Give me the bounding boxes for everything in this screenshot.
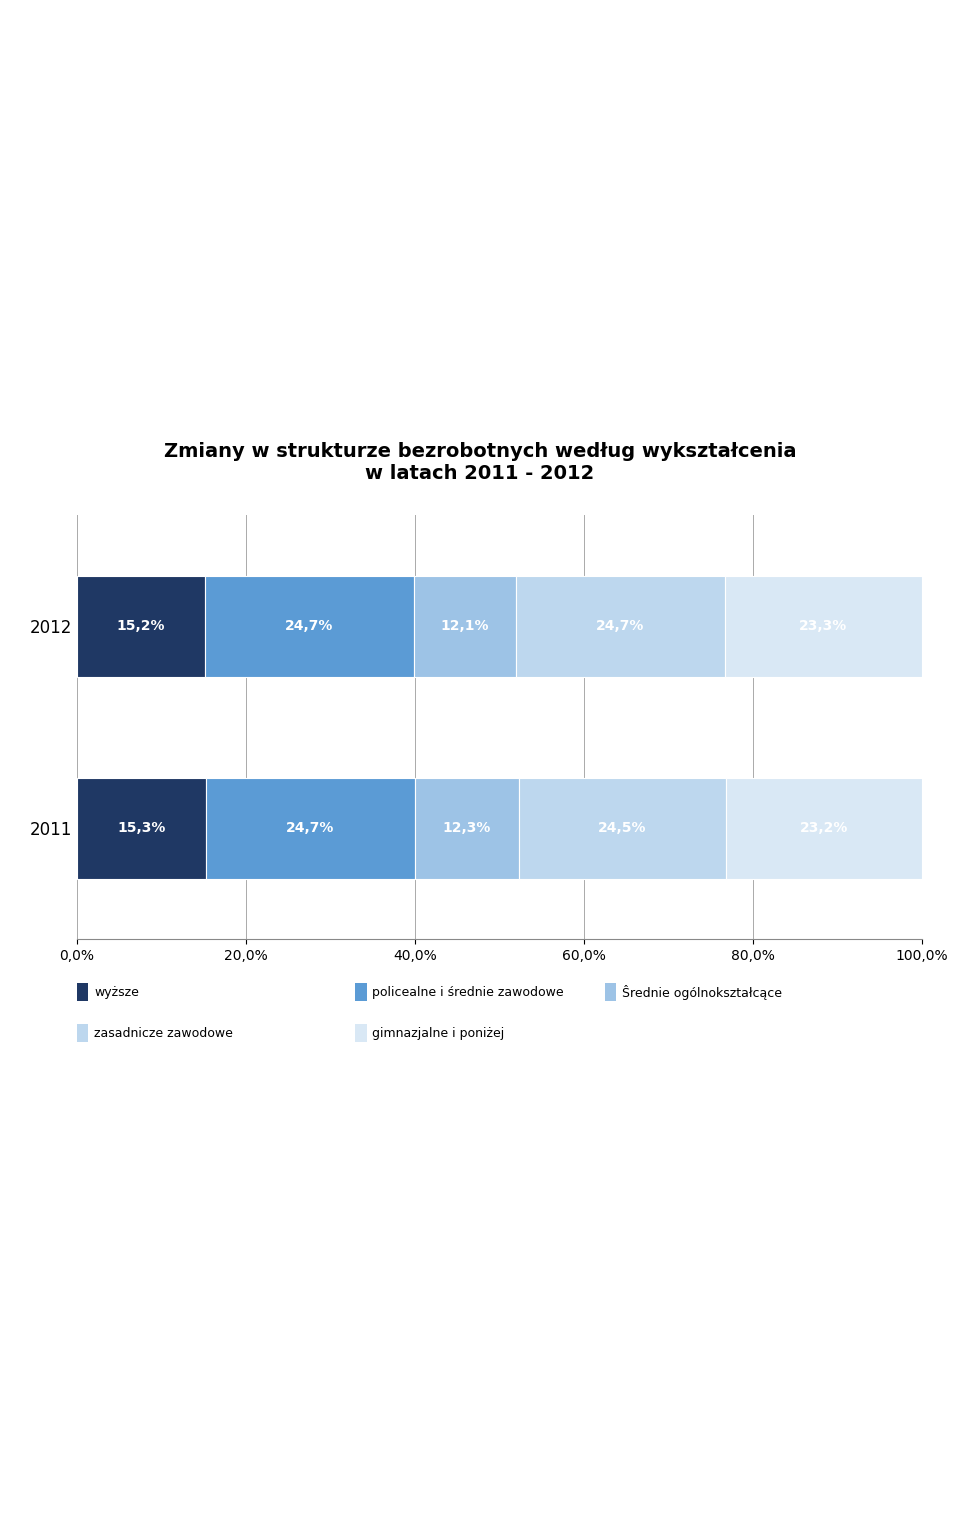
Bar — [77, 777, 206, 879]
Text: 12,1%: 12,1% — [441, 620, 490, 633]
Bar — [77, 576, 205, 677]
Bar — [414, 576, 516, 677]
Text: wyższe: wyższe — [94, 986, 139, 998]
Bar — [518, 777, 726, 879]
Bar — [726, 777, 922, 879]
Text: 24,7%: 24,7% — [286, 821, 335, 835]
Bar — [415, 777, 518, 879]
Bar — [516, 576, 725, 677]
Text: Zmiany w strukturze bezrobotnych według wykształcenia
w latach 2011 - 2012: Zmiany w strukturze bezrobotnych według … — [164, 441, 796, 483]
Text: policealne i średnie zawodowe: policealne i średnie zawodowe — [372, 986, 564, 998]
Text: Ŝrednie ogólnokształcące: Ŝrednie ogólnokształcące — [622, 985, 782, 1000]
Bar — [205, 576, 414, 677]
Text: 15,3%: 15,3% — [117, 821, 166, 835]
Bar — [206, 777, 415, 879]
Text: 24,5%: 24,5% — [598, 821, 646, 835]
Text: 23,2%: 23,2% — [800, 821, 848, 835]
Text: gimnazjalne i poniżej: gimnazjalne i poniżej — [372, 1027, 505, 1039]
Bar — [725, 576, 922, 677]
Text: zasadnicze zawodowe: zasadnicze zawodowe — [94, 1027, 233, 1039]
Text: 24,7%: 24,7% — [285, 620, 334, 633]
Text: 12,3%: 12,3% — [443, 821, 491, 835]
Text: 23,3%: 23,3% — [799, 620, 848, 633]
Text: 15,2%: 15,2% — [117, 620, 165, 633]
Text: 24,7%: 24,7% — [596, 620, 644, 633]
